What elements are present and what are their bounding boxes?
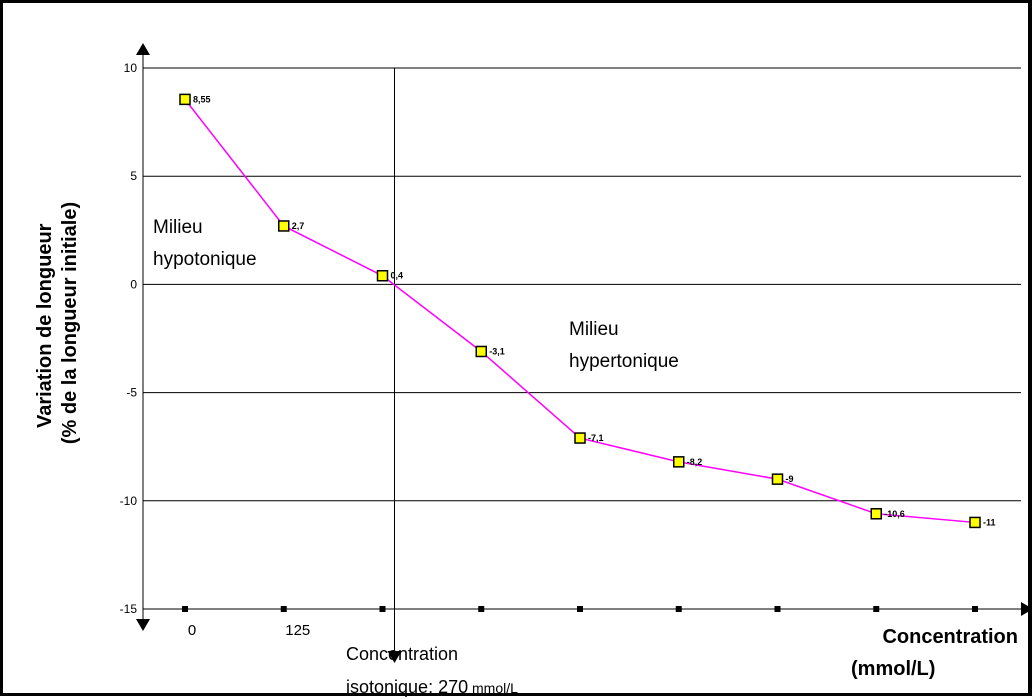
y-axis-arrow-up — [136, 43, 150, 55]
data-point — [870, 508, 882, 520]
x-tick-mark — [478, 606, 485, 612]
y-axis-label: Variation de longueur (% de la longueur … — [34, 202, 81, 444]
hypertonic-label-line1: Milieu — [569, 319, 619, 340]
data-point — [475, 345, 487, 358]
x-axis-arrow-right — [1021, 602, 1032, 616]
y-tick-label: -10 — [120, 494, 138, 508]
hypotonic-label-line2: hypotonique — [153, 249, 257, 270]
series-line — [184, 98, 976, 524]
y-tick-label: 5 — [130, 169, 137, 183]
series-polyline — [184, 98, 976, 524]
x-tick-mark — [577, 606, 583, 612]
x-tick-mark — [280, 606, 287, 612]
data-point — [278, 220, 290, 232]
y-tick-label: -5 — [126, 386, 137, 400]
isotonic-arrow-down — [387, 651, 402, 663]
gridlines — [143, 67, 1021, 502]
x-tick-marks — [182, 606, 978, 612]
x-tick-mark — [873, 606, 880, 612]
data-label: 2,7 — [292, 221, 305, 231]
y-axis-arrow-down — [136, 619, 150, 631]
x-axis-label-line1: Concentration — [882, 626, 1018, 648]
data-point — [969, 516, 981, 529]
x-tick-mark — [972, 606, 978, 612]
data-point — [771, 473, 784, 485]
data-point — [574, 432, 586, 444]
x-tick-mark — [675, 606, 682, 612]
data-label: 0,4 — [391, 271, 404, 281]
x-category-label: 125 — [285, 622, 310, 639]
data-label: -3,1 — [489, 346, 505, 356]
isotonic-label-line2: isotonique: 270 mmol/L — [346, 677, 518, 697]
x-tick-mark — [379, 606, 386, 612]
data-point — [673, 456, 685, 468]
data-label: -8,2 — [687, 457, 703, 467]
axes — [136, 43, 1032, 663]
data-label: -11 — [983, 517, 996, 527]
x-category-labels: 0 125 — [188, 622, 310, 639]
hypotonic-label-line1: Milieu — [153, 217, 203, 238]
y-tick-label: -15 — [120, 602, 138, 616]
data-labels: 8,55 2,7 0,4 -3,1 -7,1 -8,2 -9 -10,6 -11 — [193, 94, 996, 527]
data-label: -7,1 — [588, 433, 604, 443]
y-tick-labels: 10 5 0 -5 -10 -15 — [120, 61, 138, 616]
x-category-label: 0 — [188, 622, 196, 639]
x-axis-label-line2: (mmol/L) — [851, 658, 935, 680]
x-tick-mark — [182, 606, 188, 612]
data-label: -9 — [786, 474, 794, 484]
y-tick-label: 10 — [124, 61, 138, 75]
isotonic-label-line1: Concentration — [346, 644, 458, 664]
data-point — [179, 93, 191, 106]
hypertonic-label-line2: hypertonique — [569, 351, 679, 372]
x-tick-mark — [774, 606, 781, 612]
line-chart: 10 5 0 -5 -10 -15 0 125 8,55 2,7 0,4 -3,1 -7,1 -8,2… — [34, 43, 1032, 697]
data-label: 8,55 — [193, 94, 211, 104]
data-label: -10,6 — [884, 509, 905, 519]
y-tick-label: 0 — [130, 277, 137, 291]
data-point — [376, 269, 389, 282]
data-points — [179, 93, 981, 529]
